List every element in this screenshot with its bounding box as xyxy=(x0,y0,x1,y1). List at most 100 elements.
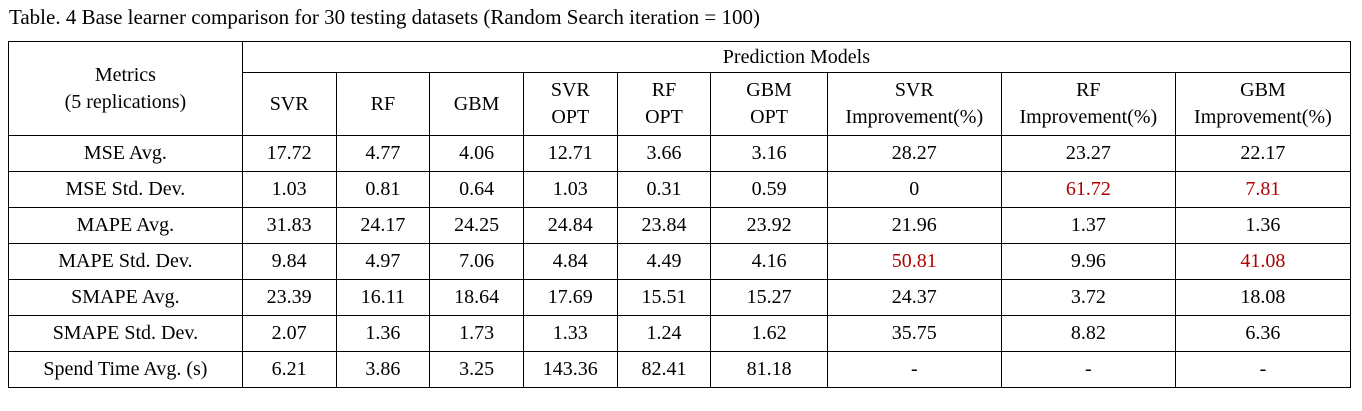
value-cell: 6.36 xyxy=(1174,315,1352,352)
table-row: SMAPE Avg. 23.39 16.11 18.64 17.69 15.51 15.27… xyxy=(8,279,1352,316)
column-header-line2: Improvement(%) xyxy=(845,106,984,128)
value-cell: 0.81 xyxy=(335,171,431,208)
value-cell: 23.39 xyxy=(241,279,337,316)
column-header-7: RF Improvement(%) xyxy=(1000,72,1176,136)
value-cell: 41.08 xyxy=(1174,243,1352,280)
column-header-2: GBM xyxy=(429,72,524,136)
value-cell: - xyxy=(826,351,1002,388)
column-header-line2: OPT xyxy=(750,106,788,128)
table-caption: Table. 4 Base learner comparison for 30 … xyxy=(9,5,760,29)
value-cell: 8.82 xyxy=(1000,315,1176,352)
value-cell: 1.37 xyxy=(1000,207,1176,244)
metric-cell: SMAPE Std. Dev. xyxy=(8,315,243,352)
value-cell: 1.33 xyxy=(522,315,618,352)
value-cell: 24.25 xyxy=(429,207,524,244)
value-cell: 3.72 xyxy=(1000,279,1176,316)
value-cell: 1.24 xyxy=(616,315,712,352)
value-cell: 23.27 xyxy=(1000,135,1176,172)
value-cell: 7.81 xyxy=(1174,171,1352,208)
value-cell: 31.83 xyxy=(241,207,337,244)
metric-cell: SMAPE Avg. xyxy=(8,279,243,316)
table-row: MSE Std. Dev. 1.03 0.81 0.64 1.03 0.31 0.59 0 61… xyxy=(8,171,1352,208)
table-row: Spend Time Avg. (s) 6.21 3.86 3.25 143.36 82.… xyxy=(8,351,1352,388)
value-cell: 18.64 xyxy=(429,279,524,316)
value-cell: 1.03 xyxy=(241,171,337,208)
value-cell: 0.59 xyxy=(710,171,828,208)
metrics-header-cell: Metrics (5 replications) xyxy=(8,41,243,136)
column-header-1: RF xyxy=(335,72,431,136)
metric-cell: MAPE Std. Dev. xyxy=(8,243,243,280)
column-header-line2: OPT xyxy=(645,106,683,128)
value-cell: 3.86 xyxy=(335,351,431,388)
table-row: MAPE Avg. 31.83 24.17 24.25 24.84 23.84 23.92 2… xyxy=(8,207,1352,244)
column-header-line2: Improvement(%) xyxy=(1019,106,1158,128)
table-row: MSE Avg. 17.72 4.77 4.06 12.71 3.66 3.16 28.27 2… xyxy=(8,135,1352,172)
value-cell: 61.72 xyxy=(1000,171,1176,208)
table-row: SMAPE Std. Dev. 2.07 1.36 1.73 1.33 1.24 1.62 3… xyxy=(8,315,1352,352)
value-cell: 143.36 xyxy=(522,351,618,388)
value-cell: 3.16 xyxy=(710,135,828,172)
value-cell: 81.18 xyxy=(710,351,828,388)
metric-cell: MSE Std. Dev. xyxy=(8,171,243,208)
value-cell: 82.41 xyxy=(616,351,712,388)
column-header-line1: SVR xyxy=(894,79,934,101)
comparison-table: Metrics (5 replications) Prediction Mode… xyxy=(8,41,1352,388)
table-row: MAPE Std. Dev. 9.84 4.97 7.06 4.84 4.49 4.16 50… xyxy=(8,243,1352,280)
column-header-3: SVR OPT xyxy=(522,72,618,136)
value-cell: 15.51 xyxy=(616,279,712,316)
value-cell: 4.49 xyxy=(616,243,712,280)
prediction-models-header: Prediction Models xyxy=(241,41,1352,73)
column-header-4: RF OPT xyxy=(616,72,712,136)
value-cell: 16.11 xyxy=(335,279,431,316)
value-cell: 1.73 xyxy=(429,315,524,352)
value-cell: 23.84 xyxy=(616,207,712,244)
value-cell: 1.03 xyxy=(522,171,618,208)
value-cell: 6.21 xyxy=(241,351,337,388)
value-cell: 23.92 xyxy=(710,207,828,244)
column-header-line1: SVR xyxy=(269,92,309,115)
value-cell: 2.07 xyxy=(241,315,337,352)
value-cell: 1.62 xyxy=(710,315,828,352)
column-header-line2: Improvement(%) xyxy=(1194,106,1332,128)
column-header-line1: GBM xyxy=(453,92,500,115)
value-cell: 17.72 xyxy=(241,135,337,172)
column-header-line1: RF xyxy=(1076,79,1101,101)
value-cell: 7.06 xyxy=(429,243,524,280)
value-cell: 12.71 xyxy=(522,135,618,172)
value-cell: 0 xyxy=(826,171,1002,208)
column-header-0: SVR xyxy=(241,72,337,136)
value-cell: 3.66 xyxy=(616,135,712,172)
value-cell: 35.75 xyxy=(826,315,1002,352)
value-cell: 24.84 xyxy=(522,207,618,244)
metrics-header-line2: (5 replications) xyxy=(64,90,187,113)
column-header-6: SVR Improvement(%) xyxy=(826,72,1002,136)
column-header-8: GBM Improvement(%) xyxy=(1174,72,1352,136)
value-cell: 28.27 xyxy=(826,135,1002,172)
value-cell: 3.25 xyxy=(429,351,524,388)
header-row-group: Metrics (5 replications) Prediction Mode… xyxy=(8,41,1352,136)
value-cell: 9.96 xyxy=(1000,243,1176,280)
value-cell: 15.27 xyxy=(710,279,828,316)
value-cell: 9.84 xyxy=(241,243,337,280)
value-cell: 0.31 xyxy=(616,171,712,208)
metric-cell: MAPE Avg. xyxy=(8,207,243,244)
value-cell: 22.17 xyxy=(1174,135,1352,172)
column-header-line1: RF xyxy=(370,92,396,115)
value-cell: - xyxy=(1174,351,1352,388)
value-cell: 50.81 xyxy=(826,243,1002,280)
value-cell: 21.96 xyxy=(826,207,1002,244)
column-header-line1: SVR xyxy=(550,79,590,101)
metric-cell: MSE Avg. xyxy=(8,135,243,172)
header-row-columns: SVR RF GBM SVR OPT RF OPT GBM OPT SVR Improvement(… xyxy=(9,72,1352,136)
column-header-line2: OPT xyxy=(551,106,590,128)
value-cell: 1.36 xyxy=(1174,207,1352,244)
column-header-line1: GBM xyxy=(746,79,792,101)
value-cell: - xyxy=(1000,351,1176,388)
value-cell: 17.69 xyxy=(522,279,618,316)
value-cell: 24.37 xyxy=(826,279,1002,316)
value-cell: 24.17 xyxy=(335,207,431,244)
column-header-5: GBM OPT xyxy=(710,72,828,136)
column-header-line1: GBM xyxy=(1240,79,1286,101)
value-cell: 1.36 xyxy=(335,315,431,352)
value-cell: 4.16 xyxy=(710,243,828,280)
